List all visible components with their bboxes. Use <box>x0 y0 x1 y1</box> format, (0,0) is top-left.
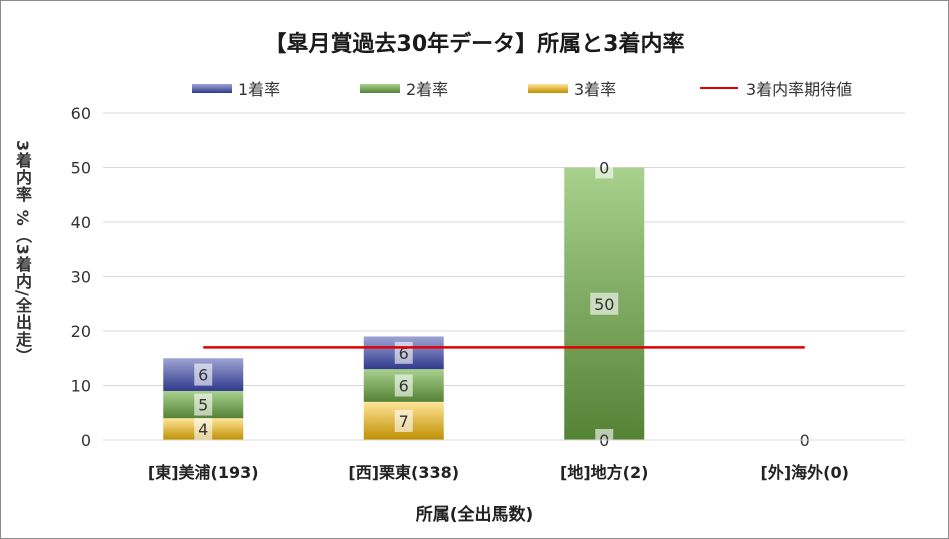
data-label-bg-1-2 <box>590 292 619 315</box>
legend-label-3rd: 3着率 <box>574 80 617 99</box>
data-label-2-0: 4 <box>198 420 208 439</box>
data-label-1-0: 5 <box>198 396 208 415</box>
x-tick-label-1: [西]栗東(338) <box>348 463 459 482</box>
data-label-bg-0-2 <box>595 156 614 179</box>
y-tick-label-40: 40 <box>71 213 91 232</box>
y-tick-label-10: 10 <box>71 377 91 396</box>
y-tick-label-60: 60 <box>71 104 91 123</box>
legend-item-1st: 1着率 <box>192 78 281 99</box>
data-label-1-2: 50 <box>594 295 614 314</box>
legend-label-1st: 1着率 <box>238 80 281 99</box>
x-tick-label-3: [外]海外(0) <box>761 463 849 482</box>
data-label-bg-2-1 <box>394 409 413 432</box>
data-label-bg-1-0 <box>194 393 213 416</box>
data-label-0-0: 6 <box>198 366 208 385</box>
legend-swatch-1st <box>192 83 232 93</box>
legend-item-expected: 3着内率期待値 <box>700 78 853 99</box>
legend-item-2nd: 2着率 <box>360 78 449 99</box>
y-tick-label-30: 30 <box>71 268 91 287</box>
legend-swatch-2nd <box>360 83 400 93</box>
chart-title: 【皐月賞過去30年データ】所属と3着内率 <box>264 32 685 57</box>
data-label-bg-1-1 <box>394 374 413 397</box>
data-label-1-1: 6 <box>399 377 409 396</box>
x-tick-label-2: [地]地方(2) <box>560 463 648 482</box>
y-axis-title: 3着内率 %（3着内/全出走） <box>13 140 32 365</box>
legend-label-2nd: 2着率 <box>406 80 449 99</box>
data-label-2-1: 7 <box>399 412 409 431</box>
legend-line-expected <box>700 87 738 89</box>
y-tick-label-0: 0 <box>81 431 91 450</box>
legend-item-3rd: 3着率 <box>528 78 617 99</box>
x-tick-label-0: [東]美浦(193) <box>148 463 259 482</box>
legend-label-expected: 3着内率期待値 <box>746 80 853 99</box>
data-label-bg-2-0 <box>194 418 213 441</box>
data-label-0-1: 6 <box>399 344 409 363</box>
data-label-0-2: 0 <box>599 159 609 178</box>
data-label-bg-0-0 <box>194 363 213 386</box>
x-axis-title: 所属(全出馬数) <box>415 505 534 525</box>
y-tick-label-20: 20 <box>71 322 91 341</box>
legend-swatch-3rd <box>528 83 568 93</box>
y-tick-label-50: 50 <box>71 159 91 178</box>
